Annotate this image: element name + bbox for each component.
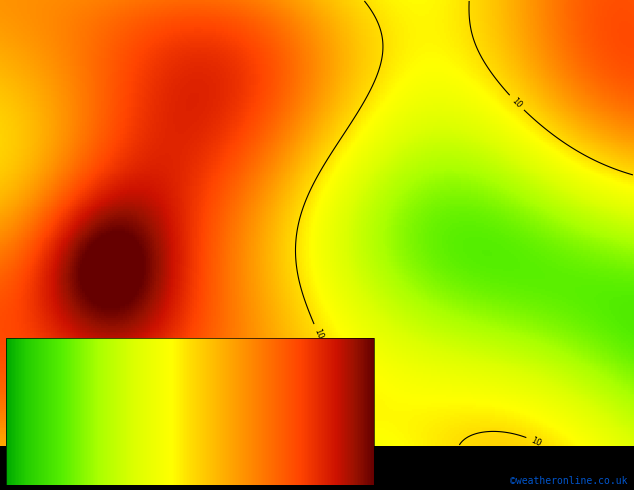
Text: 10: 10 <box>510 96 524 110</box>
Text: We 29-05-2024 06:00 UTC (12+90): We 29-05-2024 06:00 UTC (12+90) <box>418 448 628 458</box>
Text: Isotachs Spread mean+σ [%] ECMWF: Isotachs Spread mean+σ [%] ECMWF <box>6 453 235 466</box>
Text: 10: 10 <box>529 435 543 448</box>
Text: Isotachs Spread mean+σ [%] ECMWF: Isotachs Spread mean+σ [%] ECMWF <box>6 448 223 458</box>
Text: ©weatheronline.co.uk: ©weatheronline.co.uk <box>510 476 628 486</box>
Text: 10: 10 <box>312 327 324 340</box>
